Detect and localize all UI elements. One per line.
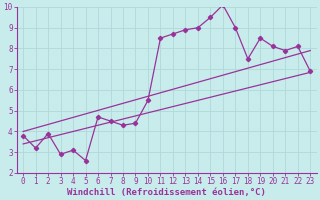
X-axis label: Windchill (Refroidissement éolien,°C): Windchill (Refroidissement éolien,°C) — [67, 188, 266, 197]
